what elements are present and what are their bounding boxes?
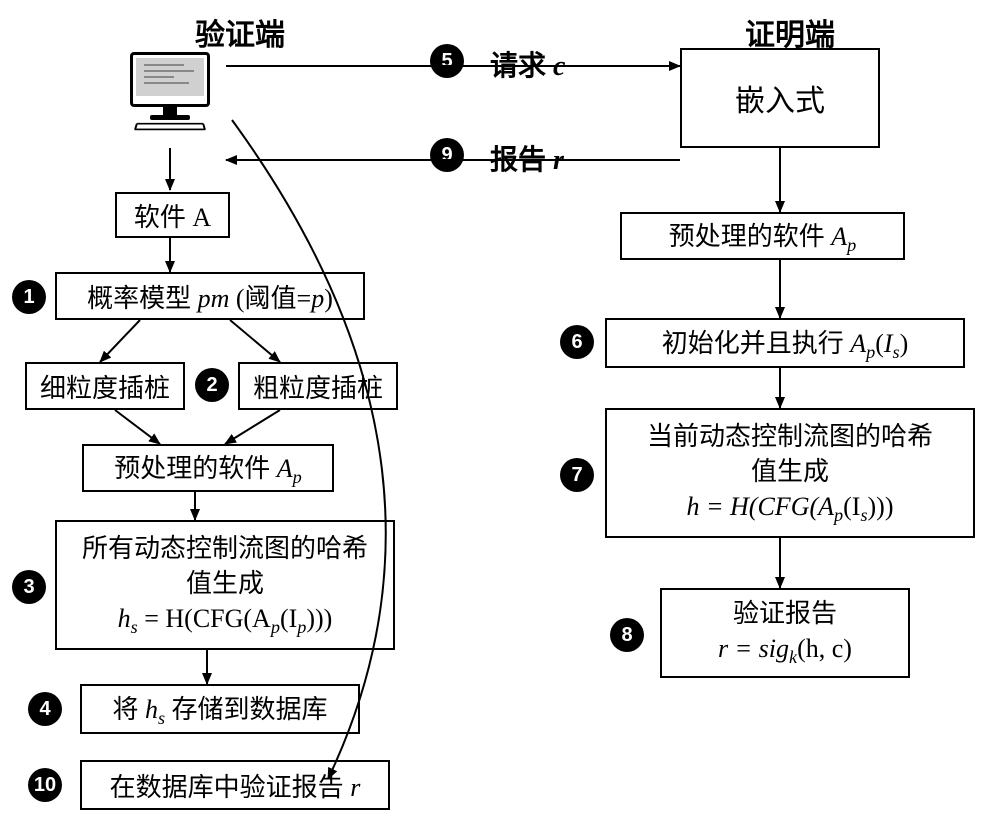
fine-instrument-box: 细粒度插桩 (25, 362, 185, 410)
badge-5: 5 (430, 44, 464, 78)
badge-10: 10 (28, 768, 62, 802)
embedded-box: 嵌入式 (680, 48, 880, 148)
all-hash-box: 所有动态控制流图的哈希 值生成 hs = H(CFG(Ap(Ip))) (55, 520, 395, 650)
current-hash-box: 当前动态控制流图的哈希 值生成 h = H(CFG(Ap(Is))) (605, 408, 975, 538)
left-preproc-box: 预处理的软件 Ap (82, 444, 334, 492)
init-exec-box: 初始化并且执行 Ap(Is) (605, 318, 965, 368)
a_pm_fine (100, 320, 140, 362)
store-db-box: 将 hs 存储到数据库 (80, 684, 360, 734)
request-label: 请求 c (490, 44, 565, 84)
report-box: 验证报告 r = sigk(h, c) (660, 588, 910, 678)
badge-4: 4 (28, 692, 62, 726)
badge-3: 3 (12, 570, 46, 604)
a_fine_pre (115, 410, 160, 444)
badge-7: 7 (560, 458, 594, 492)
a_coarse_pre (225, 410, 280, 444)
verify-report-box: 在数据库中验证报告 r (80, 760, 390, 810)
verifier-title: 验证端 (195, 10, 285, 54)
a_pm_coarse (230, 320, 280, 362)
coarse-instrument-box: 粗粒度插桩 (238, 362, 398, 410)
badge-6: 6 (560, 325, 594, 359)
right-preproc-box: 预处理的软件 Ap (620, 212, 905, 260)
report-label: 报告 r (490, 138, 564, 178)
badge-2: 2 (195, 368, 229, 402)
badge-9: 9 (430, 138, 464, 172)
badge-1: 1 (12, 280, 46, 314)
software-a-box: 软件 A (115, 192, 230, 238)
prob-model-box: 概率模型 pm (阈值=p) (55, 272, 365, 320)
computer-icon (125, 52, 215, 132)
badge-8: 8 (610, 618, 644, 652)
